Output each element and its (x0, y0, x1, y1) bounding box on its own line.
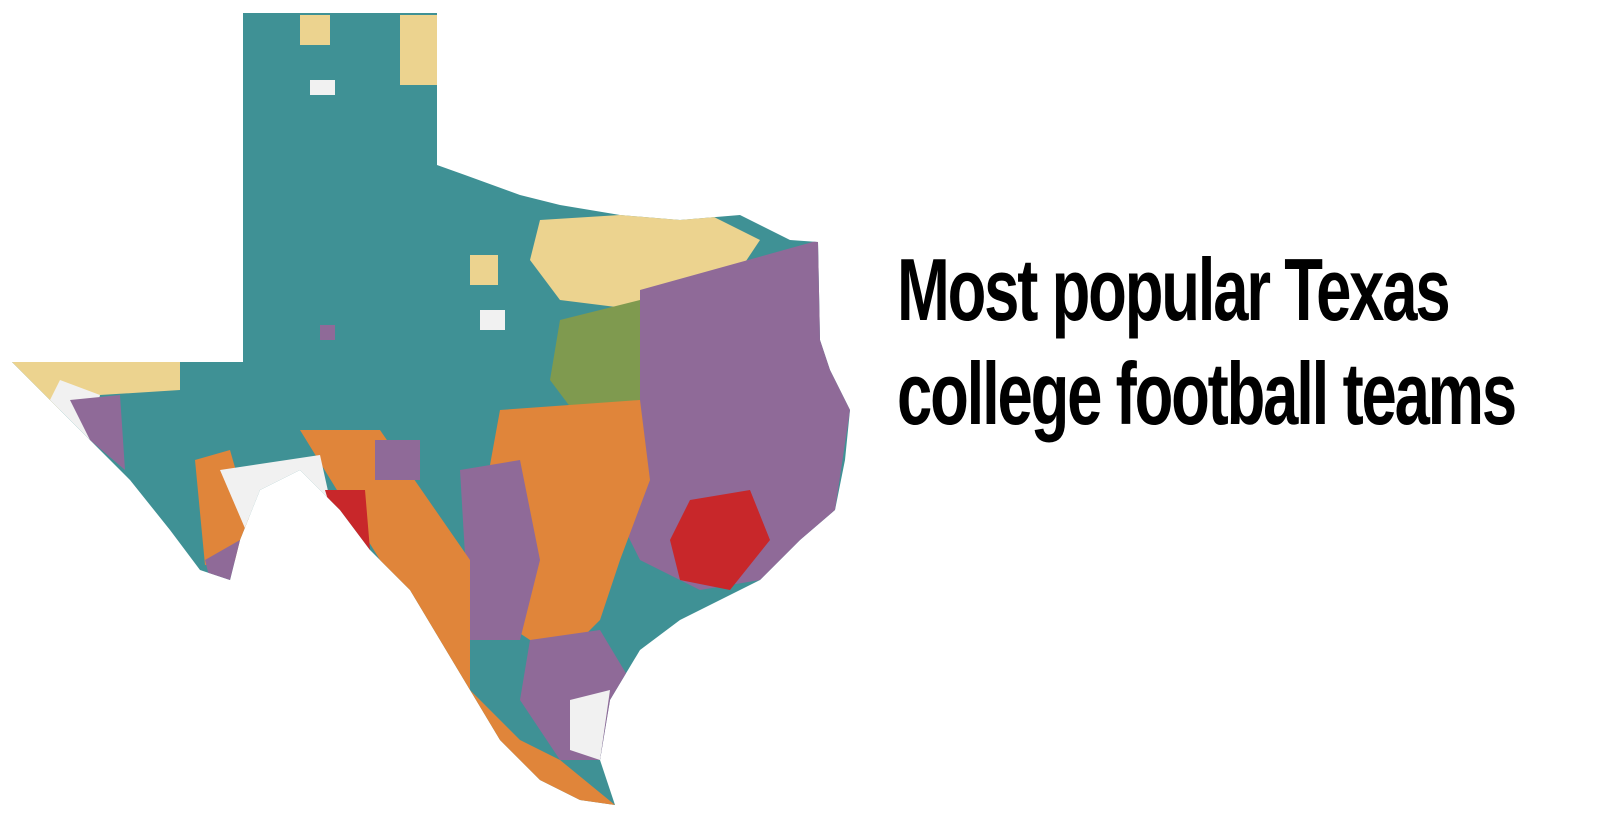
texas-map (12, 13, 850, 805)
region-empty (310, 80, 335, 95)
region-red (670, 490, 770, 590)
title: Most popular Texas college football team… (897, 240, 1517, 443)
region-purple (70, 395, 125, 470)
region-empty (480, 310, 505, 330)
region-red (325, 490, 370, 550)
region-purple (205, 540, 240, 580)
region-orange (300, 430, 615, 805)
region-purple (320, 325, 335, 340)
region-purple (460, 460, 540, 640)
region-yellow (400, 15, 437, 85)
region-yellow (470, 255, 498, 285)
region-purple (600, 240, 850, 590)
region-empty (570, 690, 610, 760)
region-purple (375, 440, 420, 480)
region-yellow (300, 15, 330, 45)
map-regions (12, 13, 850, 805)
